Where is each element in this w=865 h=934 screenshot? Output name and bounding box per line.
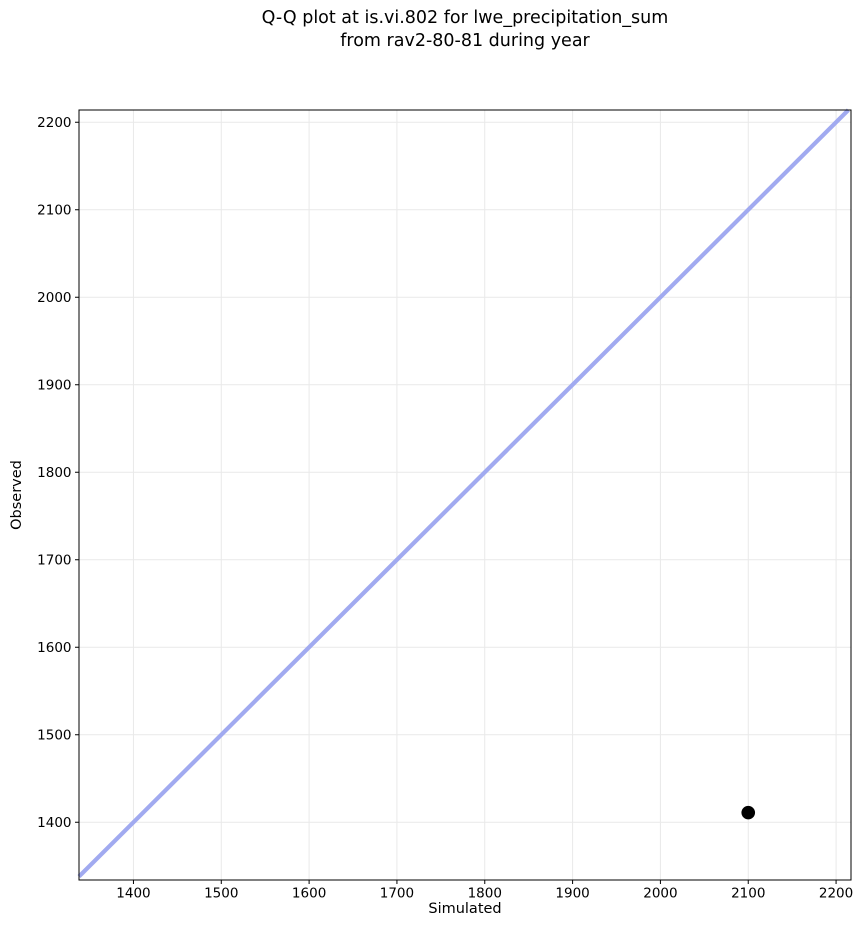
y-tick-label: 2200 [37,115,71,131]
identity-line [77,108,850,878]
y-tick-label: 1900 [37,378,71,394]
x-tick-label: 1400 [116,886,150,902]
x-tick-label: 1900 [555,886,589,902]
x-tick-label: 1500 [204,886,238,902]
chart-title-line2: from rav2-80-81 during year [340,31,590,51]
plot-border [78,109,852,881]
x-tick-label: 2200 [819,886,853,902]
y-axis-label: Observed [9,460,25,530]
chart-title: Q-Q plot at is.vi.802 for lwe_precipitat… [79,7,851,53]
x-tick-label: 1600 [292,886,326,902]
y-tick-label: 1800 [37,465,71,481]
y-tick-label: 1500 [37,728,71,744]
x-tick-label: 2000 [643,886,677,902]
chart-title-line1: Q-Q plot at is.vi.802 for lwe_precipitat… [261,8,669,28]
x-tick-label: 1800 [468,886,502,902]
data-point [741,805,756,820]
y-tick-label: 1400 [37,815,71,831]
x-tick-label: 2100 [731,886,765,902]
y-tick-label: 2100 [37,203,71,219]
y-tick-label: 1700 [37,553,71,569]
y-tick-label: 1600 [37,640,71,656]
x-tick-label: 1700 [380,886,414,902]
y-tick-label: 2000 [37,290,71,306]
x-axis-label: Simulated [428,901,502,917]
